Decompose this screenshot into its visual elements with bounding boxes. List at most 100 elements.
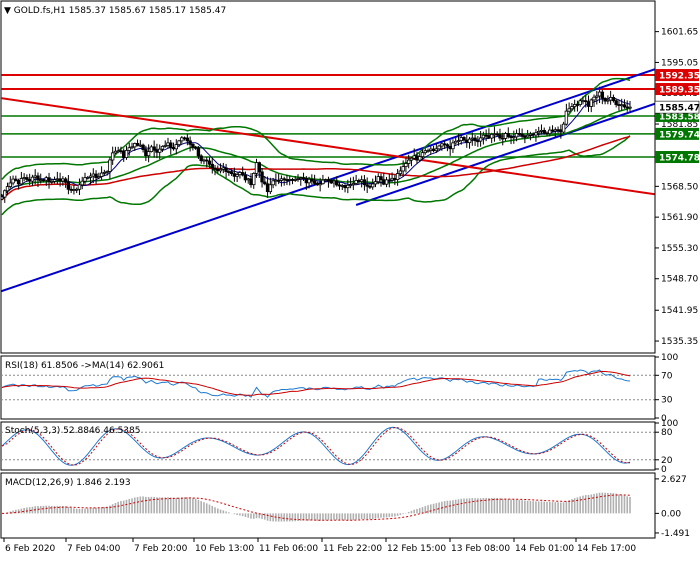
candle-body [36,175,40,181]
candle-body [445,144,450,147]
candle-body [119,150,123,153]
chart-title: ▼ GOLD.fs,H1 1585.37 1585.67 1585.17 158… [4,6,226,16]
candle-body [77,184,82,190]
dropdown-triangle-icon[interactable]: ▼ [4,6,14,16]
candle-body [368,185,372,188]
candle-body [227,171,231,173]
rsi-pane[interactable]: 100 70 30 0 RSI(18) 61.8506 ->MA(14) 62.906… [0,353,678,424]
candle-body [80,180,84,186]
candle-body [205,159,209,162]
candle-body [371,183,375,188]
macd-plot [1,492,631,522]
time-tick-label: 14 Feb 17:00 [577,544,636,554]
candle-body [69,188,73,191]
rsi-axis: 100 70 30 0 [654,353,678,424]
price-pane[interactable]: 1601.651595.051588.451581.851575.251568.… [0,0,700,354]
support-label-3: 1574.78 [659,154,700,164]
candle-body [157,148,162,153]
rsi-tick-label: 100 [661,353,678,363]
candle-body [218,169,223,172]
support-label-3-box [655,151,699,164]
candle-body [141,144,145,150]
candle-body [229,171,234,175]
candle-body [163,144,167,147]
candle-body [44,177,48,181]
candle-body [426,150,430,152]
candle-body [61,178,65,182]
current-price-label-frame [654,100,700,114]
candle-body [362,179,367,186]
candle-body [166,142,170,146]
candle-body [525,134,530,138]
candle-body [288,179,292,181]
candle-body [133,143,137,148]
stoch-tick-label: 80 [661,428,673,438]
candle-body [276,179,281,182]
candle-body [620,104,624,107]
candle-body [603,97,607,102]
candle-body [221,167,226,170]
candle-body [346,184,350,189]
candle-body [271,180,275,186]
candle-body [310,178,314,182]
candle-body [512,136,516,139]
candle-body [25,177,29,180]
candle-body [395,173,400,180]
stoch-plot [1,426,655,466]
time-tick-label: 6 Feb 2020 [5,544,56,554]
macd-pane[interactable]: 2.627 0.00 -1.491 MACD(12,26,9) 1.846 2.19… [0,472,690,539]
candle-body [105,171,109,173]
candle-body [506,133,510,138]
candle-body [509,136,513,139]
candle-body [88,175,93,178]
candle-body [382,179,386,185]
candle-body [177,140,181,145]
candle-body [274,179,278,182]
moving-average-slow [1,135,631,201]
candle-body [393,177,397,180]
candle-body [299,177,303,180]
candle-body [152,146,156,151]
candle-body [110,152,115,161]
candle-body [260,171,264,183]
candle-body [523,135,527,138]
time-tick-label: 10 Feb 13:00 [195,544,254,554]
candle-body [279,178,284,181]
candle-body [74,188,79,191]
time-tick-label: 14 Feb 01:00 [515,544,574,554]
candle-body [398,170,403,174]
candle-body [390,177,394,181]
candle-body [462,137,466,141]
candle-body [323,179,328,181]
candle-body [625,106,629,109]
candle-body [545,132,549,135]
candle-body [202,159,206,162]
time-tick-label: 11 Feb 22:00 [323,544,382,554]
candle-body [149,146,154,152]
candle-body [144,149,148,157]
candle-body [572,104,577,108]
candle-body [22,177,26,179]
candle-body [434,148,439,152]
candle-body [207,160,212,165]
candle-body [537,131,541,134]
candle-body [240,172,245,176]
price-tick-label: 1601.65 [661,28,698,38]
candle-body [263,181,267,185]
macd-tick-label: 2.627 [661,475,687,485]
candle-body [340,185,344,187]
candle-body [343,185,347,189]
candle-body [33,175,37,178]
candle-body [578,100,582,105]
candle-body [589,99,593,107]
candle-body [348,184,353,187]
candle-body [3,190,7,198]
candle-body [138,144,143,147]
candle-body [354,180,358,184]
resistance-label-1-box [655,69,699,82]
candle-body [487,135,491,139]
